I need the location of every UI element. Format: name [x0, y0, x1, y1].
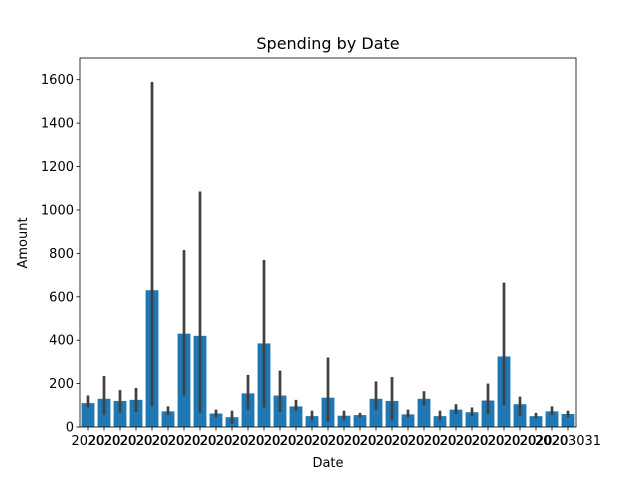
y-tick-label: 600 — [49, 290, 74, 305]
y-tick-label: 1600 — [41, 73, 74, 88]
bar — [81, 403, 95, 427]
x-tick-label: 2020 — [231, 434, 264, 449]
plot-area: 0200400600800100012001400160020202020202… — [41, 57, 601, 449]
bar — [113, 400, 127, 427]
x-tick-label: 2020 — [375, 434, 408, 449]
x-tick-label: 2020 — [199, 434, 232, 449]
bar — [289, 406, 303, 427]
y-tick-label: 1400 — [41, 117, 74, 132]
bar — [369, 398, 383, 427]
x-tick-label: 2020 — [519, 434, 552, 449]
bar — [545, 411, 559, 427]
bar — [449, 409, 463, 427]
bar — [561, 413, 575, 427]
x-tick-label: 2020 — [407, 434, 440, 449]
bar — [401, 414, 415, 427]
bar — [529, 416, 543, 427]
x-tick-label: 2020 — [455, 434, 488, 449]
x-tick-label: 2020 — [359, 434, 392, 449]
x-axis-title: Date — [312, 456, 343, 471]
y-tick-label: 1200 — [41, 160, 74, 175]
x-tick-label: 2020 — [535, 434, 568, 449]
x-tick-label: 2020 — [135, 434, 168, 449]
x-tick-label: 2020 — [71, 434, 104, 449]
x-tick-label: 2020 — [279, 434, 312, 449]
y-tick-label: 400 — [49, 334, 74, 349]
bar — [433, 416, 447, 427]
x-tick-label: 2020 — [439, 434, 472, 449]
bar — [417, 398, 431, 427]
x-tick-label: 20203031 — [535, 434, 601, 449]
x-tick-label: 2020 — [119, 434, 152, 449]
x-tick-label: 2020 — [327, 434, 360, 449]
x-tick-label: 2020 — [87, 434, 120, 449]
bar — [241, 393, 255, 427]
bar — [353, 415, 367, 427]
x-tick-label: 2020 — [247, 434, 280, 449]
x-tick-label: 2020 — [183, 434, 216, 449]
y-tick-label: 800 — [49, 247, 74, 262]
bar — [209, 413, 223, 427]
x-tick-label: 2020 — [471, 434, 504, 449]
y-tick-label: 0 — [66, 421, 74, 436]
y-tick-label: 1000 — [41, 203, 74, 218]
bar — [305, 416, 319, 427]
x-tick-label: 2020 — [311, 434, 344, 449]
x-tick-label: 2020 — [391, 434, 424, 449]
x-tick-label: 2020 — [167, 434, 200, 449]
bar — [129, 399, 143, 427]
chart-title: Spending by Date — [256, 34, 399, 53]
bar — [465, 412, 479, 427]
x-tick-label: 2020 — [487, 434, 520, 449]
y-tick-label: 200 — [49, 377, 74, 392]
x-tick-label: 2020 — [151, 434, 184, 449]
x-tick-label: 2020 — [215, 434, 248, 449]
x-tick-label: 2020 — [423, 434, 456, 449]
y-axis-title: Amount — [16, 217, 31, 268]
x-tick-label: 2020 — [263, 434, 296, 449]
x-tick-label: 2020 — [503, 434, 536, 449]
bar — [161, 411, 175, 427]
x-tick-label: 2020 — [103, 434, 136, 449]
x-tick-label: 2020 — [295, 434, 328, 449]
bar — [337, 415, 351, 427]
x-tick-label: 2020 — [343, 434, 376, 449]
